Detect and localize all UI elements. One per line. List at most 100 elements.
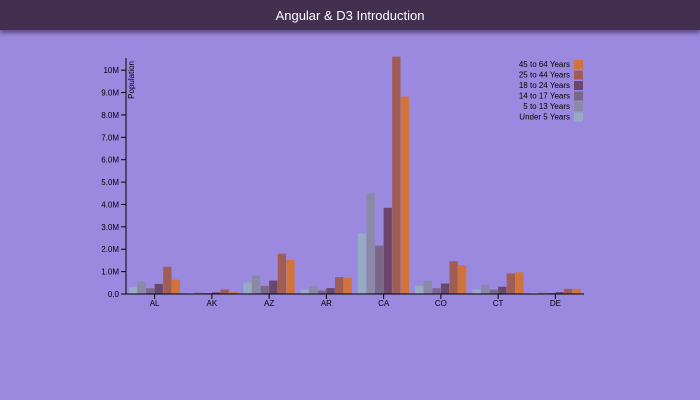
legend-label: Under 5 Years — [519, 113, 570, 122]
legend-item: 45 to 64 Years — [519, 60, 583, 69]
bar — [128, 287, 138, 294]
app-title: Angular & D3 Introduction — [275, 7, 425, 23]
bar — [400, 96, 410, 294]
legend-swatch — [574, 70, 583, 80]
x-tick-label: AR — [321, 299, 332, 308]
bar — [506, 273, 515, 294]
x-tick-label: CA — [378, 299, 390, 308]
bar-group-ar — [300, 277, 352, 294]
bar — [154, 283, 163, 294]
bar — [375, 245, 384, 294]
bar — [286, 259, 295, 294]
bar — [260, 285, 269, 294]
bar-group-ak — [186, 289, 238, 294]
y-tick-label: 5.0M — [101, 178, 119, 187]
x-axis: AL AK AZ AR CA CO CT DE — [126, 293, 584, 308]
bar — [538, 291, 547, 294]
bar — [366, 193, 375, 294]
y-tick-label: 6.0M — [101, 156, 119, 165]
bar — [449, 261, 458, 294]
bar — [392, 56, 401, 295]
bar — [415, 285, 424, 294]
y-tick-label: 7.0M — [101, 133, 119, 142]
bar — [163, 266, 172, 294]
y-tick-label: 8.0M — [101, 111, 119, 120]
legend-item: 5 to 13 Years — [523, 102, 583, 111]
x-tick-label: DE — [550, 299, 561, 308]
x-tick-label: AL — [150, 299, 160, 308]
bar — [300, 289, 309, 294]
bar — [269, 280, 278, 294]
bar — [334, 277, 344, 294]
bar — [572, 288, 581, 294]
bar — [472, 289, 481, 294]
x-tick-label: AK — [207, 299, 218, 308]
bars-group — [128, 56, 581, 295]
bar — [515, 272, 524, 294]
bar-group-az — [243, 253, 295, 294]
bar — [229, 291, 238, 294]
x-tick-label: CT — [493, 299, 504, 308]
bar — [458, 265, 467, 294]
legend-item: Under 5 Years — [519, 112, 583, 122]
legend-label: 5 to 13 Years — [523, 102, 570, 111]
bar — [383, 207, 392, 294]
bar — [220, 289, 229, 294]
bar — [146, 288, 155, 294]
bar — [357, 233, 367, 294]
y-tick-label: 2.0M — [101, 245, 119, 254]
legend-label: 18 to 24 Years — [519, 81, 570, 90]
y-tick-label: 3.0M — [101, 223, 119, 232]
bar — [489, 289, 498, 294]
bar — [137, 281, 146, 294]
bar — [326, 288, 335, 294]
y-axis: 0.0 1.0M 2.0M 3.0M 4.0M 5.0M 6.0M 7.0M 8.0M 9.0M 1… — [101, 58, 136, 299]
bar — [186, 292, 195, 294]
bar-group-ct — [472, 272, 524, 294]
bar-group-al — [128, 266, 181, 294]
legend-item: 25 to 44 Years — [519, 70, 583, 80]
bar — [309, 286, 318, 294]
bar — [243, 282, 252, 294]
bar — [529, 292, 538, 294]
y-tick-label: 10M — [103, 66, 119, 75]
bar — [546, 292, 556, 294]
bar — [194, 292, 203, 294]
legend-swatch — [574, 81, 583, 90]
legend-label: 14 to 17 Years — [519, 92, 570, 101]
legend-swatch — [574, 91, 583, 101]
app-header: Angular & D3 Introduction — [0, 0, 700, 30]
bar — [251, 275, 261, 294]
bar — [563, 288, 573, 294]
bar — [555, 292, 564, 294]
bar — [171, 279, 181, 294]
x-tick-label: CO — [435, 299, 447, 308]
bar — [440, 283, 450, 294]
bar — [423, 280, 432, 294]
bar — [277, 253, 286, 294]
bar-group-co — [415, 261, 467, 294]
bar — [317, 290, 327, 294]
legend-swatch — [574, 60, 583, 69]
legend-item: 18 to 24 Years — [519, 81, 583, 90]
bar-group-de — [529, 288, 581, 294]
bar — [498, 286, 507, 294]
bar — [480, 284, 490, 294]
bar — [211, 292, 221, 294]
legend-label: 45 to 64 Years — [519, 60, 570, 69]
legend-item: 14 to 17 Years — [519, 91, 583, 101]
y-tick-label: 1.0M — [101, 268, 119, 277]
legend-swatch — [574, 102, 583, 111]
x-tick-label: AZ — [264, 299, 274, 308]
bar-group-ca — [357, 56, 410, 295]
legend-label: 25 to 44 Years — [519, 71, 570, 80]
y-tick-label: 9.0M — [101, 89, 119, 98]
bar — [432, 288, 441, 294]
legend-swatch — [574, 112, 583, 122]
y-axis-label: Population — [127, 61, 136, 99]
y-tick-label: 4.0M — [101, 200, 119, 209]
y-tick-label: 0.0 — [108, 290, 120, 299]
bar — [343, 277, 352, 294]
